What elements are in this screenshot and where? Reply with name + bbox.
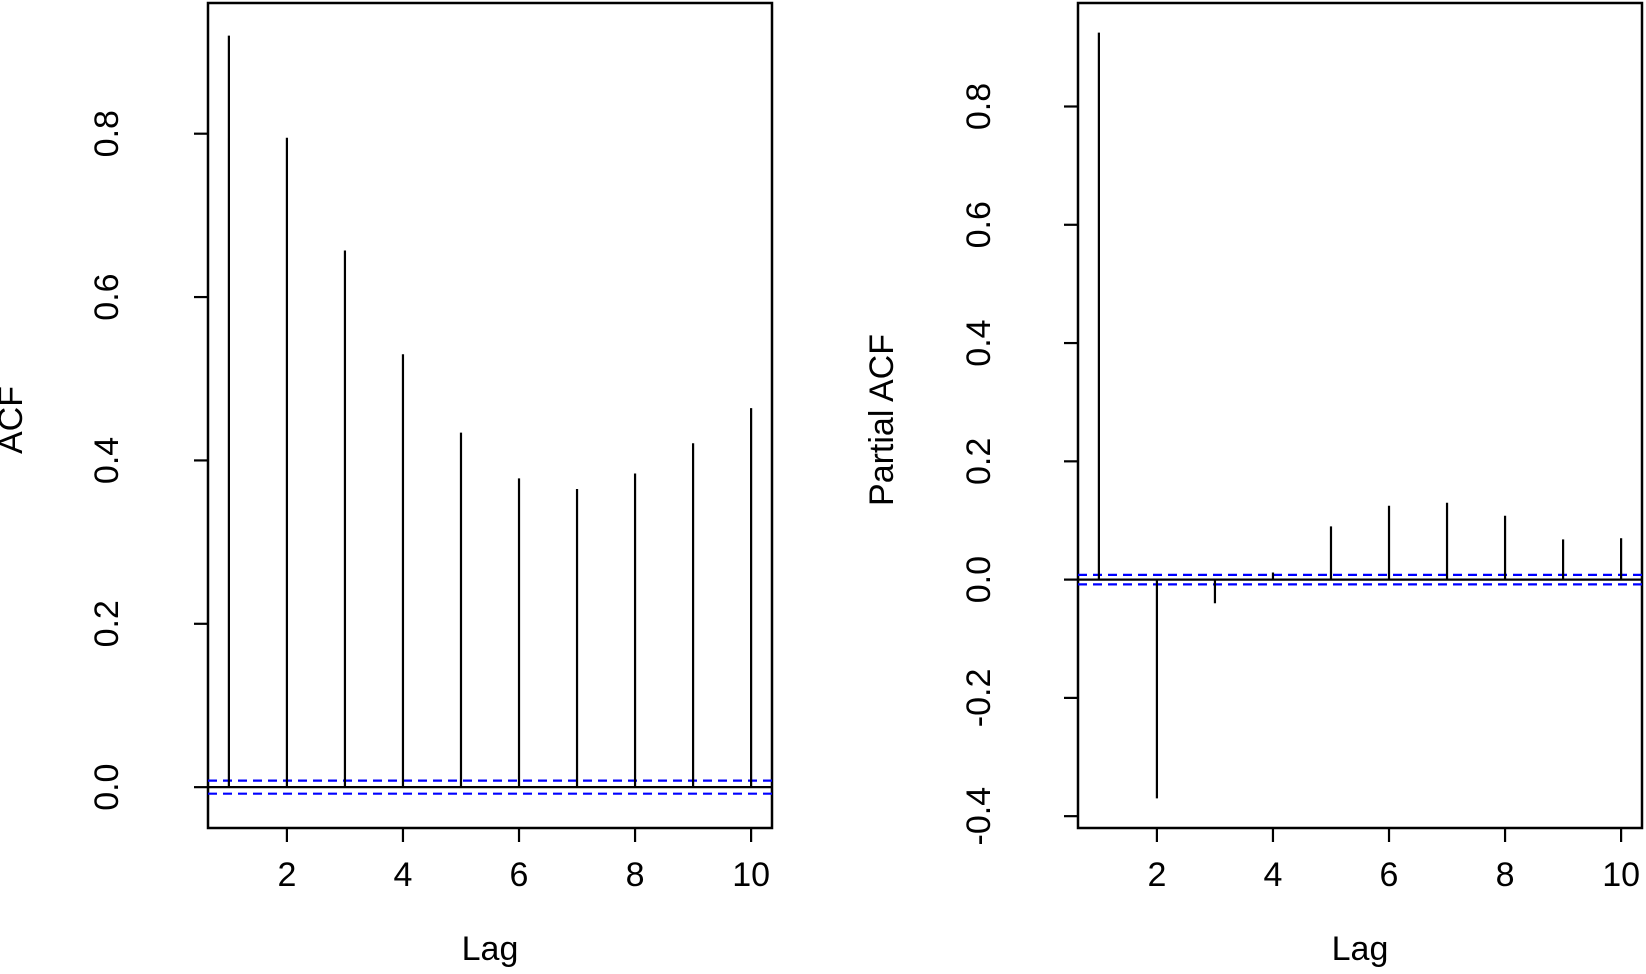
y-axis-title: ACF xyxy=(0,386,30,454)
y-tick-label: 0.8 xyxy=(88,110,126,157)
plot-frame xyxy=(206,1,774,830)
x-tick-label: 8 xyxy=(626,856,645,894)
x-tick-label: 4 xyxy=(394,856,413,894)
y-tick-label: -0.2 xyxy=(960,669,998,728)
y-tick-label: 0.8 xyxy=(960,83,998,130)
y-tick-label: 0.4 xyxy=(960,319,998,366)
x-tick-label: 8 xyxy=(1496,856,1515,894)
acf-panel: 2 4 6 8 10 0.0 0.2 0.4 0.6 0.8 Lag ACF xyxy=(0,1,774,968)
x-tick-label: 6 xyxy=(510,856,529,894)
x-tick-label: 10 xyxy=(1602,856,1640,894)
y-tick-label: 0.0 xyxy=(960,556,998,603)
x-tick-label: 4 xyxy=(1264,856,1283,894)
x-axis-title: Lag xyxy=(462,930,519,968)
y-tick-label: 0.4 xyxy=(88,437,126,484)
y-tick-label: 0.2 xyxy=(960,438,998,485)
x-tick-label: 2 xyxy=(277,856,296,894)
y-tick-label: 0.0 xyxy=(88,764,126,811)
y-tick-label: 0.2 xyxy=(88,600,126,647)
x-axis-title: Lag xyxy=(1332,930,1389,968)
y-axis-title: Partial ACF xyxy=(863,334,901,506)
y-tick-label: -0.4 xyxy=(960,787,998,846)
x-tick-label: 2 xyxy=(1147,856,1166,894)
y-tick-label: 0.6 xyxy=(960,201,998,248)
x-tick-label: 6 xyxy=(1380,856,1399,894)
plot-frame xyxy=(1076,1,1644,830)
pacf-panel: 2 4 6 8 10 -0.4 -0.2 0.0 0.2 0.4 0.6 0.8 Lag Partial … xyxy=(863,1,1644,968)
y-tick-label: 0.6 xyxy=(88,273,126,320)
x-tick-label: 10 xyxy=(732,856,770,894)
